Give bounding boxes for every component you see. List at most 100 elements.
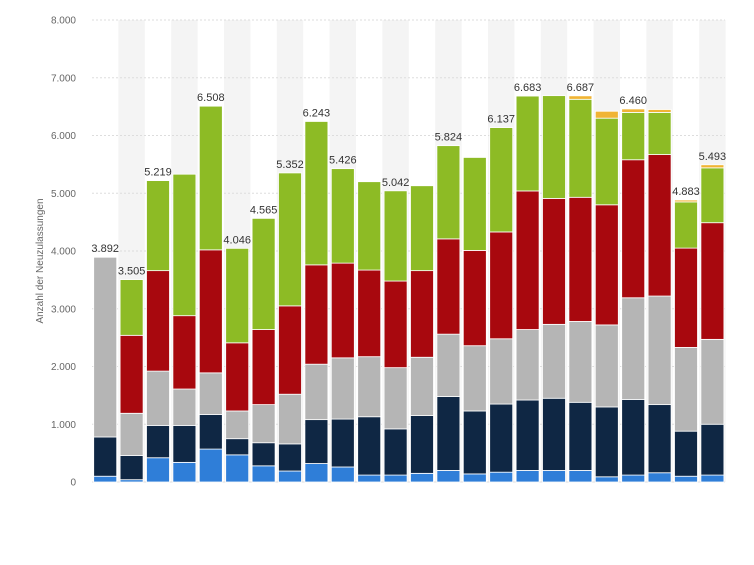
y-tick-label: 5.000 — [51, 189, 76, 200]
bar-segment-red — [251, 329, 276, 406]
bar-total-label: 6.683 — [514, 82, 542, 94]
bar-segment-green — [647, 112, 672, 155]
y-tick-label: 6.000 — [51, 131, 76, 142]
bar-segment-blue — [515, 470, 540, 483]
bar-segment-navy — [119, 455, 144, 481]
bar-segment-red — [594, 204, 619, 326]
bar-segment-gray — [119, 412, 144, 456]
bar-segment-blue — [278, 470, 302, 483]
bar-segment-green — [700, 167, 725, 224]
bar-total-label: 6.137 — [487, 114, 515, 126]
bar-stack — [542, 95, 566, 483]
bar-total-label: 5.042 — [382, 177, 410, 189]
bar-total-label: 4.046 — [223, 234, 251, 246]
bar-segment-navy — [383, 428, 408, 476]
bar-segment-blue — [198, 448, 223, 483]
bar-stack — [357, 181, 382, 483]
y-tick-label: 7.000 — [51, 73, 76, 84]
bar-segment-yellow — [594, 110, 619, 119]
bar-segment-navy — [568, 401, 593, 471]
bar-segment-gray — [647, 295, 672, 406]
bar-segment-gray — [93, 256, 118, 438]
bar-stack — [594, 110, 619, 483]
bar-segment-gray — [621, 297, 646, 400]
bar-segment-blue — [674, 475, 698, 483]
bar-segment-navy — [489, 403, 514, 473]
bar-total-label: 3.892 — [91, 243, 119, 255]
bar-segment-red — [489, 231, 514, 340]
bar-segment-navy — [330, 418, 355, 468]
bar-stack — [700, 164, 725, 483]
bar-segment-gray — [383, 367, 408, 430]
bar-segment-navy — [304, 419, 329, 464]
bar-segment-blue — [146, 457, 170, 483]
bar-segment-red — [515, 190, 540, 330]
bar-segment-blue — [357, 474, 382, 483]
y-tick-label: 2.000 — [51, 362, 76, 373]
bar-segment-navy — [594, 406, 619, 478]
y-tick-label: 1.000 — [51, 420, 76, 431]
bar-segment-gray — [489, 338, 514, 405]
bar-segment-gray — [462, 345, 487, 412]
bar-segment-gray — [515, 329, 540, 401]
bar-segment-gray — [436, 333, 461, 397]
bar-segment-red — [647, 154, 672, 297]
y-tick-labels: 0 1.000 2.000 3.000 4.000 5.000 6.000 7.000 8.00… — [51, 16, 76, 489]
bar-stack — [225, 247, 250, 483]
bar-total-label: 5.493 — [699, 151, 727, 163]
bar-stack — [172, 173, 197, 483]
bar-stack — [198, 105, 223, 483]
bar-segment-gray — [674, 347, 698, 432]
bar-segment-green — [119, 279, 144, 336]
bar-segment-navy — [93, 436, 118, 477]
bar-segment-green — [251, 217, 276, 330]
gridlines — [92, 19, 725, 483]
bar-segment-gray — [357, 356, 382, 418]
bar-total-label: 4.883 — [672, 186, 700, 198]
bar-segment-red — [119, 334, 144, 414]
bar-segment-green — [410, 185, 434, 272]
bar-total-label: 6.687 — [567, 82, 595, 94]
bar-segment-red — [383, 280, 408, 369]
bar-segment-red — [304, 264, 329, 365]
bar-segment-navy — [198, 414, 223, 450]
bar-segment-red — [410, 270, 434, 358]
bar-segment-navy — [700, 423, 725, 476]
bar-segment-green — [198, 105, 223, 251]
bar-segment-blue — [304, 463, 329, 483]
bar-segment-gray — [542, 323, 566, 399]
bar-segment-gray — [700, 338, 725, 425]
bar-stack — [93, 256, 118, 483]
bar-segment-red — [225, 342, 250, 412]
bar-segment-blue — [410, 472, 434, 483]
bar-segment-navy — [146, 425, 170, 459]
bar-segment-navy — [621, 399, 646, 476]
bar-segment-yellow — [647, 109, 672, 113]
bar-stack — [146, 180, 170, 483]
bar-segment-blue — [700, 474, 725, 483]
bar-segment-navy — [542, 397, 566, 471]
bar-stack — [383, 190, 408, 483]
bar-segment-green — [621, 112, 646, 161]
bar-segment-green — [568, 98, 593, 198]
bar-segment-blue — [93, 475, 118, 483]
bar-segment-blue — [594, 476, 619, 483]
bar-segment-red — [462, 250, 487, 347]
bar-stack — [119, 279, 144, 483]
bar-stack — [330, 168, 355, 483]
bar-segment-yellow — [674, 199, 698, 203]
bar-stack — [674, 199, 698, 483]
value-labels: 3.892 3.505 5.219 6.508 4.046 4.565 5.352 6.243… — [91, 82, 726, 278]
bar-segment-gray — [594, 324, 619, 408]
bar-segment-gray — [251, 404, 276, 444]
bar-segment-gray — [172, 388, 197, 426]
y-tick-label: 4.000 — [51, 247, 76, 258]
bar-stack — [462, 157, 487, 483]
bar-segment-red — [674, 247, 698, 348]
bar-total-label: 6.508 — [197, 92, 225, 104]
bar-total-label: 5.426 — [329, 155, 357, 167]
bar-segment-gray — [330, 357, 355, 420]
bar-segment-green — [278, 172, 302, 307]
bar-segment-navy — [225, 438, 250, 456]
bar-stack — [489, 127, 514, 483]
